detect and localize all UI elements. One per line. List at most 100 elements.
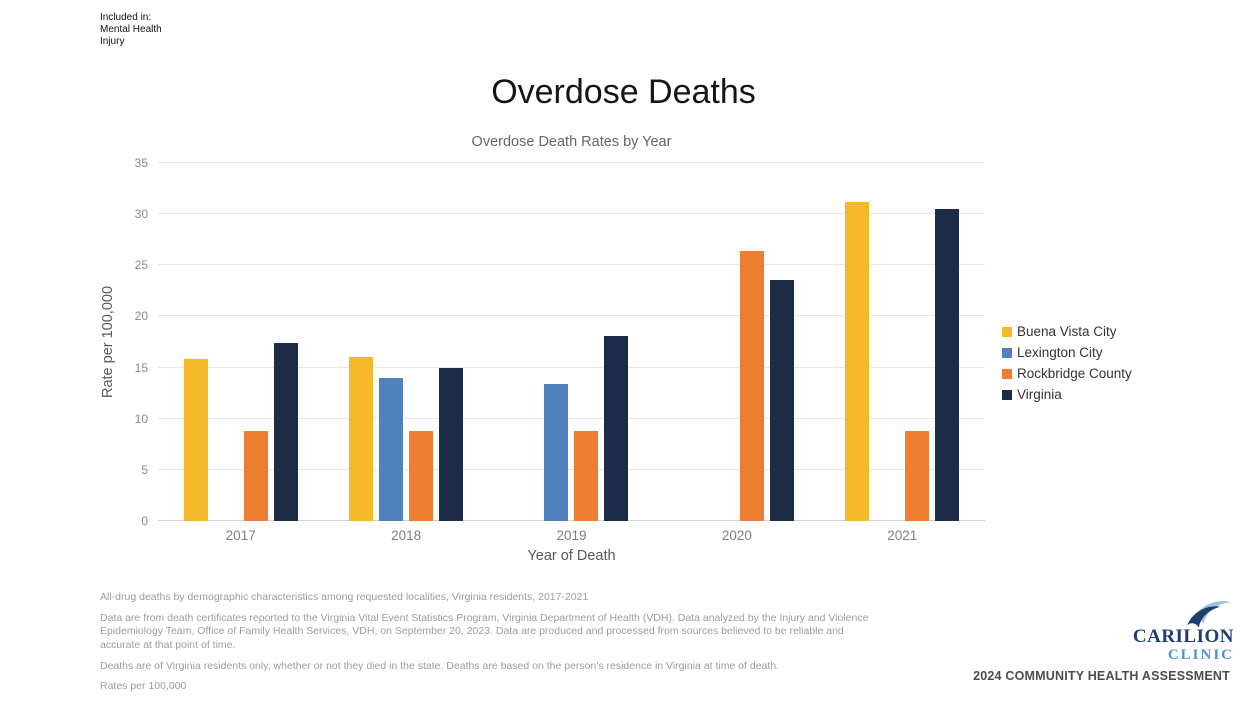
carilion-clinic-logo: CARILION CLINIC bbox=[1128, 596, 1234, 663]
legend-swatch-icon bbox=[1002, 389, 1012, 400]
legend-item-lexington-city: Lexington City bbox=[1002, 345, 1132, 360]
bar-slot bbox=[379, 163, 404, 521]
gridline bbox=[158, 315, 985, 317]
gridline bbox=[158, 468, 985, 470]
bar-virginia-2020 bbox=[769, 279, 794, 521]
included-in-line: Included in: bbox=[100, 12, 152, 23]
x-axis-tick-labels: 2017 2018 2019 2020 2021 bbox=[158, 528, 985, 543]
bar-rockbridge-county-2021 bbox=[905, 431, 930, 521]
bar-row bbox=[680, 163, 794, 521]
bar-buena-vista-city-2017 bbox=[183, 359, 208, 521]
footnote: Deaths are of Virginia residents only, w… bbox=[100, 659, 780, 672]
x-axis-tick-label: 2017 bbox=[225, 528, 256, 543]
y-axis-tick-label: 35 bbox=[134, 156, 148, 170]
legend-label: Rockbridge County bbox=[1017, 366, 1132, 381]
bar-virginia-2021 bbox=[935, 209, 960, 521]
bar-slot bbox=[905, 163, 930, 521]
bar-slot bbox=[349, 163, 374, 521]
logo-carilion-text: CARILION bbox=[1132, 626, 1234, 647]
bar-slot bbox=[544, 163, 569, 521]
y-axis-tick-label: 25 bbox=[134, 258, 148, 273]
page-title: Overdose Deaths bbox=[491, 72, 756, 111]
bar-slot bbox=[273, 163, 298, 521]
bar-slot bbox=[680, 163, 704, 521]
y-axis-tick-label: 30 bbox=[134, 207, 148, 222]
gridline bbox=[158, 264, 985, 266]
y-axis-tick-label: 20 bbox=[134, 309, 148, 324]
gridline bbox=[158, 366, 985, 368]
bar-rockbridge-county-2018 bbox=[409, 431, 434, 521]
y-axis-tick-label: 5 bbox=[141, 462, 148, 477]
bar-row bbox=[845, 163, 960, 521]
assessment-footer-label: 2024 COMMUNITY HEALTH ASSESSMENT bbox=[973, 669, 1230, 683]
bar-chart-plot-area: Rate per 100,000 0 5 10 15 20 25 30 35 bbox=[100, 157, 985, 527]
chart-title: Overdose Death Rates by Year bbox=[471, 134, 672, 150]
bar-virginia-2017 bbox=[273, 343, 298, 521]
bar-row bbox=[514, 163, 629, 521]
bar-buena-vista-city-2018 bbox=[349, 357, 374, 521]
bar-slot bbox=[739, 163, 764, 521]
bar-group-2019 bbox=[489, 163, 654, 521]
bar-group-2020 bbox=[654, 163, 819, 521]
bar-buena-vista-city-2021 bbox=[845, 201, 870, 521]
bar-slot bbox=[214, 163, 238, 521]
bar-slot bbox=[875, 163, 899, 521]
bar-slot bbox=[439, 163, 464, 521]
legend-label: Virginia bbox=[1017, 387, 1062, 402]
bar-rockbridge-county-2017 bbox=[243, 431, 268, 521]
bar-rockbridge-county-2020 bbox=[739, 250, 764, 521]
bar-slot bbox=[710, 163, 734, 521]
legend-swatch-icon bbox=[1002, 347, 1012, 358]
legend-label: Buena Vista City bbox=[1017, 324, 1117, 339]
x-axis-tick-label: 2018 bbox=[391, 528, 422, 543]
legend-item-virginia: Virginia bbox=[1002, 387, 1132, 402]
footnote: Data are from death certificates reporte… bbox=[100, 611, 869, 651]
included-in-line: Injury bbox=[100, 36, 125, 47]
bar-slot bbox=[769, 163, 794, 521]
y-axis-tick-label: 15 bbox=[134, 360, 148, 375]
included-in-line: Mental Health bbox=[100, 24, 162, 35]
bar-slot bbox=[514, 163, 538, 521]
legend-label: Lexington City bbox=[1017, 345, 1103, 360]
bar-row bbox=[349, 163, 464, 521]
bar-slot bbox=[574, 163, 599, 521]
gridline bbox=[158, 520, 985, 521]
bar-slot bbox=[409, 163, 434, 521]
bar-group-2018 bbox=[323, 163, 488, 521]
bar-slot bbox=[183, 163, 208, 521]
legend-swatch-icon bbox=[1002, 326, 1012, 337]
legend-item-buena-vista-city: Buena Vista City bbox=[1002, 324, 1132, 339]
bar-group-2017 bbox=[158, 163, 323, 521]
logo-clinic-text: CLINIC bbox=[1167, 647, 1234, 663]
bar-rockbridge-county-2019 bbox=[574, 431, 599, 521]
x-axis-title: Year of Death bbox=[527, 548, 616, 564]
gridline bbox=[158, 213, 985, 215]
bar-slot bbox=[935, 163, 960, 521]
bar-slot bbox=[243, 163, 268, 521]
gridline bbox=[158, 162, 985, 163]
bar-row bbox=[183, 163, 298, 521]
y-axis-tick-label: 10 bbox=[134, 411, 148, 426]
footnotes: All-drug deaths by demographic character… bbox=[100, 591, 882, 701]
bar-virginia-2018 bbox=[439, 367, 464, 521]
included-in-note: Included in: Mental Health Injury bbox=[100, 12, 162, 48]
gridline bbox=[158, 417, 985, 419]
bar-virginia-2019 bbox=[604, 335, 629, 521]
bar-lexington-city-2018 bbox=[379, 377, 404, 521]
legend-item-rockbridge-county: Rockbridge County bbox=[1002, 366, 1132, 381]
x-axis-tick-label: 2021 bbox=[887, 528, 918, 543]
y-axis-tick-label: 0 bbox=[141, 514, 148, 528]
carilion-swoosh-icon bbox=[1187, 600, 1232, 628]
bar-slot bbox=[845, 163, 870, 521]
footnote: Rates per 100,000 bbox=[100, 680, 187, 693]
footnote: All-drug deaths by demographic character… bbox=[100, 591, 589, 603]
bar-group-2021 bbox=[820, 163, 985, 521]
y-axis-title: Rate per 100,000 bbox=[100, 285, 116, 399]
chart-legend: Buena Vista City Lexington City Rockbridge… bbox=[1002, 324, 1132, 408]
bar-lexington-city-2019 bbox=[544, 383, 569, 521]
x-axis-tick-label: 2020 bbox=[721, 528, 752, 543]
x-axis-tick-label: 2019 bbox=[556, 528, 587, 543]
bar-slot bbox=[604, 163, 629, 521]
legend-swatch-icon bbox=[1002, 368, 1012, 379]
